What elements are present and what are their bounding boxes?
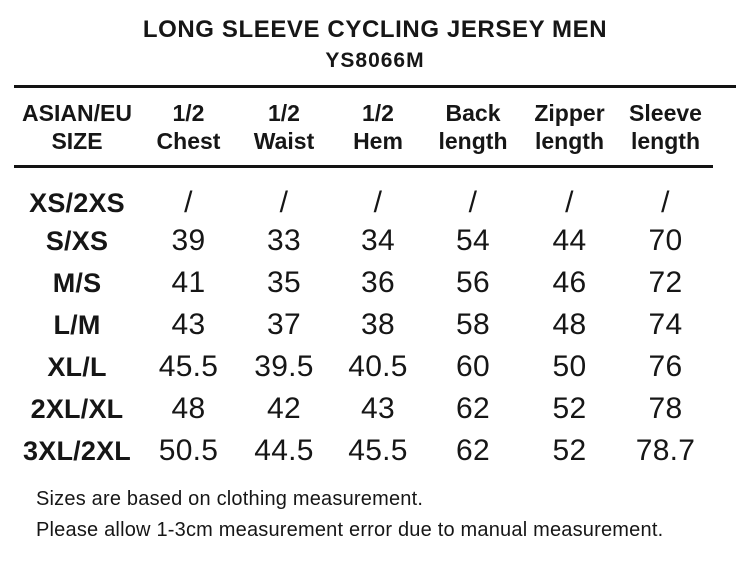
value-cell: 41 <box>171 266 206 300</box>
size-cell: XS/2XS <box>29 187 125 218</box>
note-line: Please allow 1-3cm measurement error due… <box>36 519 664 542</box>
value-cell: 48 <box>552 308 587 342</box>
value-cell: 52 <box>552 434 587 468</box>
value-cell: 36 <box>361 266 395 300</box>
top-divider <box>14 84 736 88</box>
size-cell: 2XL/XL <box>30 393 124 424</box>
value-cell: / <box>279 186 289 220</box>
column-header-sleeve-length: Sleeve length <box>618 87 713 169</box>
column-header-half-hem: 1/2 Hem <box>331 87 425 169</box>
column-header-line: 1/2 <box>362 99 394 126</box>
column-header-half-waist: 1/2 Waist <box>237 87 331 169</box>
value-cell: 52 <box>552 392 587 426</box>
column-header-line: length <box>535 127 604 154</box>
column-header-line: Back <box>445 99 501 126</box>
value-cell: 39 <box>171 224 206 258</box>
value-cell: 33 <box>267 224 301 258</box>
model-number: YS8066M <box>325 48 425 72</box>
value-cell: 78.7 <box>635 434 696 468</box>
table-row: L/M 43 37 38 58 48 74 <box>14 304 713 346</box>
column-header-line: SIZE <box>51 127 103 154</box>
size-cell: S/XS <box>45 225 109 256</box>
page-title: LONG SLEEVE CYCLING JERSEY MEN <box>142 16 608 43</box>
value-cell: / <box>184 186 193 220</box>
value-cell: 45.5 <box>348 434 408 468</box>
value-cell: 54 <box>456 224 490 258</box>
value-cell: 56 <box>456 266 490 300</box>
size-cell: L/M <box>53 309 101 340</box>
value-cell: 70 <box>648 224 683 258</box>
measurement-notes: Sizes are based on clothing measurement.… <box>36 484 750 546</box>
column-header-line: Zipper <box>534 99 605 126</box>
table-header: ASIAN/EU SIZE 1/2 Chest 1/2 Waist 1/2 He… <box>14 87 713 169</box>
value-cell: 60 <box>456 350 490 384</box>
column-header-half-chest: 1/2 Chest <box>140 87 237 169</box>
size-cell: 3XL/2XL <box>23 435 131 466</box>
value-cell: / <box>661 186 670 220</box>
value-cell: 46 <box>552 266 587 300</box>
size-chart-table: ASIAN/EU SIZE 1/2 Chest 1/2 Waist 1/2 He… <box>14 87 713 473</box>
value-cell: 44.5 <box>254 434 314 468</box>
value-cell: 48 <box>171 392 206 426</box>
table-body: XS/2XS / / / / / / S/XS 39 33 34 54 44 7… <box>14 167 713 473</box>
header-row: ASIAN/EU SIZE 1/2 Chest 1/2 Waist 1/2 He… <box>14 87 713 169</box>
value-cell: 45.5 <box>158 350 219 384</box>
value-cell: 43 <box>171 308 206 342</box>
column-header-size: ASIAN/EU SIZE <box>14 87 140 169</box>
column-header-line: 1/2 <box>172 99 205 126</box>
table-row: 2XL/XL 48 42 43 62 52 78 <box>14 388 713 430</box>
size-cell: XL/L <box>47 351 107 382</box>
value-cell: 62 <box>456 392 490 426</box>
value-cell: 72 <box>648 266 683 300</box>
column-header-back-length: Back length <box>425 87 521 169</box>
value-cell: 43 <box>361 392 395 426</box>
column-header-line: Chest <box>156 127 221 154</box>
value-cell: 58 <box>456 308 490 342</box>
column-header-line: length <box>631 127 700 154</box>
column-header-line: 1/2 <box>268 99 300 126</box>
value-cell: 50 <box>552 350 587 384</box>
value-cell: 40.5 <box>348 350 408 384</box>
column-header-zipper-length: Zipper length <box>521 87 618 169</box>
value-cell: 34 <box>361 224 395 258</box>
value-cell: 42 <box>267 392 301 426</box>
column-header-line: Waist <box>253 127 315 154</box>
column-header-line: ASIAN/EU <box>22 99 132 126</box>
table-row: S/XS 39 33 34 54 44 70 <box>14 220 713 262</box>
value-cell: 35 <box>267 266 301 300</box>
value-cell: 62 <box>456 434 490 468</box>
table-row: 3XL/2XL 50.5 44.5 45.5 62 52 78.7 <box>14 430 713 472</box>
value-cell: 78 <box>648 392 683 426</box>
page-header: LONG SLEEVE CYCLING JERSEY MEN YS8066M <box>0 0 750 73</box>
table-row: XL/L 45.5 39.5 40.5 60 50 76 <box>14 346 713 388</box>
value-cell: 39.5 <box>254 350 314 384</box>
value-cell: 76 <box>648 350 683 384</box>
size-cell: M/S <box>52 267 102 298</box>
value-cell: 37 <box>267 308 301 342</box>
value-cell: 74 <box>648 308 683 342</box>
table-row: M/S 41 35 36 56 46 72 <box>14 262 713 304</box>
value-cell: 38 <box>361 308 395 342</box>
value-cell: 50.5 <box>158 434 219 468</box>
column-header-line: length <box>438 127 508 154</box>
value-cell: / <box>373 186 383 220</box>
value-cell: 44 <box>552 224 587 258</box>
note-line: Sizes are based on clothing measurement. <box>36 488 424 511</box>
column-header-line: Sleeve <box>629 99 702 126</box>
value-cell: / <box>468 186 478 220</box>
column-header-line: Hem <box>353 127 403 154</box>
table-row: XS/2XS / / / / / / <box>14 167 713 221</box>
value-cell: / <box>565 186 574 220</box>
